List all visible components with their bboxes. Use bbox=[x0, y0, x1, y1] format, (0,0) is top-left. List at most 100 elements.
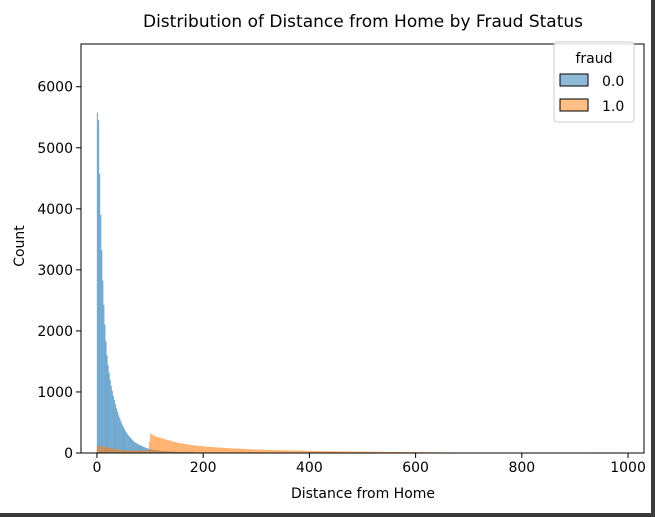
bar bbox=[248, 449, 251, 454]
bar bbox=[103, 304, 105, 454]
bar bbox=[243, 448, 245, 454]
bar bbox=[98, 173, 101, 454]
bar bbox=[183, 443, 186, 454]
bar bbox=[206, 446, 208, 454]
bar bbox=[180, 443, 183, 454]
bar bbox=[105, 341, 107, 454]
bar bbox=[242, 448, 244, 454]
bar bbox=[150, 434, 153, 454]
bar bbox=[154, 436, 156, 454]
bar bbox=[106, 355, 108, 454]
bar bbox=[155, 436, 157, 454]
bar bbox=[122, 425, 124, 454]
bar bbox=[111, 391, 114, 454]
chart-title: Distribution of Distance from Home by Fr… bbox=[143, 12, 583, 32]
x-axis-label: Distance from Home bbox=[291, 486, 435, 502]
bar bbox=[114, 448, 117, 454]
x-tick-label: 0 bbox=[92, 460, 101, 476]
bar bbox=[110, 385, 112, 454]
y-tick-label: 4000 bbox=[37, 202, 73, 218]
x-tick-label: 1000 bbox=[610, 460, 646, 476]
bar bbox=[172, 441, 174, 454]
bar bbox=[108, 447, 110, 454]
bar bbox=[245, 449, 247, 454]
bar bbox=[207, 446, 209, 454]
bar bbox=[105, 447, 107, 454]
bar bbox=[201, 446, 204, 454]
bar bbox=[235, 448, 238, 454]
bar bbox=[119, 418, 121, 454]
x-tick-label: 200 bbox=[190, 460, 217, 476]
bar bbox=[186, 444, 188, 454]
bar bbox=[178, 442, 180, 454]
bar bbox=[99, 214, 102, 454]
legend: fraud 0.0 1.0 bbox=[553, 41, 635, 123]
axes-frame bbox=[80, 43, 645, 454]
bar bbox=[153, 435, 155, 454]
legend-swatch-0 bbox=[559, 73, 589, 87]
bar bbox=[182, 443, 185, 454]
series-0-bars bbox=[96, 112, 376, 454]
bar bbox=[96, 112, 99, 454]
plot-area bbox=[80, 43, 645, 454]
bar bbox=[177, 442, 179, 454]
window-frame-bottom bbox=[0, 513, 655, 517]
bar bbox=[236, 448, 239, 454]
bar bbox=[232, 448, 235, 454]
bar bbox=[166, 439, 169, 454]
bar bbox=[156, 436, 158, 454]
bar bbox=[123, 428, 125, 454]
legend-label-0: 0.0 bbox=[602, 74, 624, 90]
legend-label-1: 1.0 bbox=[602, 99, 624, 115]
bar bbox=[97, 120, 100, 454]
bar bbox=[165, 439, 168, 454]
bar bbox=[161, 438, 163, 454]
legend-title: fraud bbox=[575, 51, 612, 67]
bar bbox=[104, 324, 106, 454]
bar bbox=[167, 440, 170, 454]
bar bbox=[231, 448, 234, 454]
bar bbox=[193, 445, 195, 454]
bar bbox=[103, 446, 105, 454]
bar bbox=[126, 433, 128, 454]
bar bbox=[164, 439, 167, 454]
bar bbox=[170, 440, 172, 454]
bar bbox=[114, 404, 117, 454]
bar bbox=[234, 448, 237, 454]
bar bbox=[249, 449, 252, 454]
bar bbox=[226, 448, 228, 454]
bar bbox=[102, 280, 104, 454]
bar bbox=[229, 448, 231, 454]
bar bbox=[218, 447, 221, 454]
y-tick-label: 6000 bbox=[37, 80, 73, 96]
bar bbox=[112, 395, 115, 454]
bar bbox=[162, 438, 164, 454]
bar bbox=[203, 446, 205, 454]
bar bbox=[255, 449, 257, 454]
bar bbox=[173, 441, 175, 454]
bar bbox=[108, 372, 110, 454]
bar bbox=[115, 449, 118, 454]
bar bbox=[109, 447, 111, 454]
bar bbox=[204, 446, 206, 454]
bar bbox=[97, 445, 100, 454]
bar bbox=[200, 446, 203, 454]
bar bbox=[102, 446, 104, 454]
bar bbox=[228, 448, 230, 454]
bar bbox=[159, 437, 161, 454]
bar bbox=[223, 447, 225, 454]
bar bbox=[252, 449, 255, 454]
bar bbox=[212, 447, 214, 454]
bar bbox=[106, 447, 108, 454]
bar bbox=[169, 440, 171, 454]
bar bbox=[238, 448, 240, 454]
bar bbox=[157, 437, 159, 454]
bar bbox=[240, 448, 242, 454]
bar bbox=[194, 445, 196, 454]
bar bbox=[107, 365, 109, 454]
bar bbox=[227, 448, 229, 454]
bar bbox=[163, 438, 166, 454]
bar bbox=[220, 447, 222, 454]
bar bbox=[253, 449, 256, 454]
bar bbox=[213, 447, 215, 454]
